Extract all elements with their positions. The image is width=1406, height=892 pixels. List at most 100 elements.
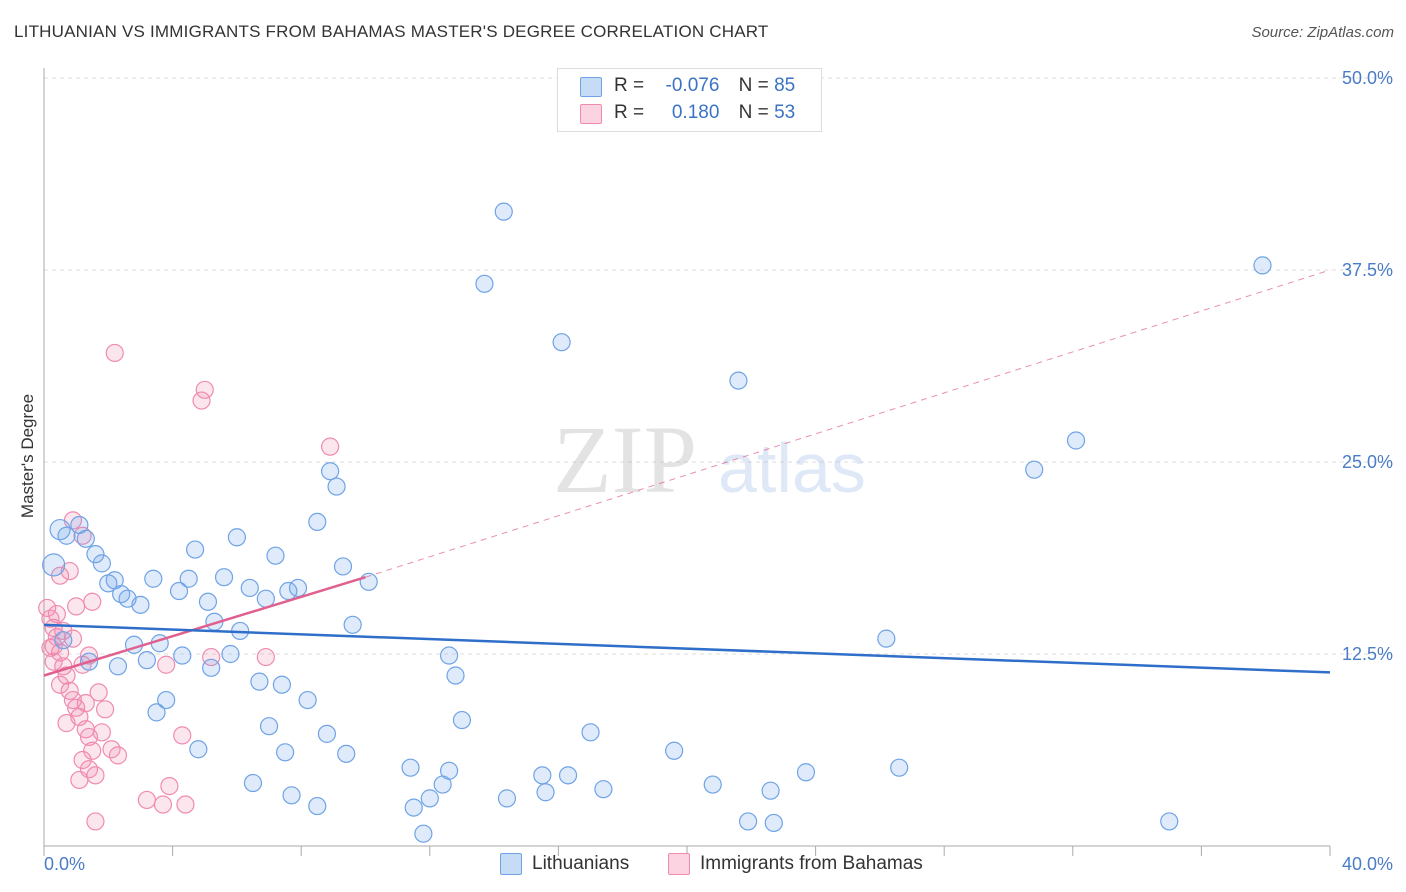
bahamas-point	[173, 726, 192, 745]
lithuanian-point	[558, 766, 578, 785]
y-tick-label: 25.0%	[1342, 452, 1393, 472]
bahamas-point	[60, 561, 79, 581]
lithuanian-point	[333, 557, 353, 576]
lithuanian-point	[42, 553, 66, 577]
bahamas-point	[44, 652, 63, 671]
lithuanian-point	[298, 690, 317, 710]
bahamas-point	[57, 666, 76, 685]
lithuanian-point	[1160, 812, 1179, 831]
bottom-legend-swatch-pink	[668, 853, 690, 875]
lithuanian-point	[131, 595, 150, 614]
lithuanian-point	[308, 796, 327, 816]
tick-labels: 12.5% 25.0% 37.5% 50.0% 0.0% 40.0%	[44, 68, 1393, 874]
lithuanians-trend-line	[43, 623, 1331, 674]
bahamas-point	[202, 647, 221, 667]
lithuanian-point	[404, 798, 423, 817]
lithuanian-point	[179, 569, 198, 588]
bahamas-point	[157, 655, 176, 674]
lithuanian-point	[317, 724, 337, 743]
lithuanian-point	[552, 333, 571, 352]
lithuanian-point	[54, 631, 73, 650]
legend-n-label: N =	[738, 75, 769, 96]
lithuanian-point	[321, 462, 340, 481]
bahamas-point	[176, 795, 195, 814]
series-lithuanians-points	[42, 202, 1272, 843]
bottom-legend-label: Lithuanians	[532, 853, 630, 874]
lithuanian-point	[594, 780, 613, 799]
lithuanian-point	[108, 657, 128, 676]
bahamas-point	[108, 746, 128, 765]
lithuanian-point	[157, 690, 176, 710]
lithuanian-point	[439, 761, 459, 780]
chart-title: LITHUANIAN VS IMMIGRANTS FROM BAHAMAS MA…	[14, 22, 769, 41]
x-tick-label: 0.0%	[44, 854, 85, 874]
lithuanian-point	[761, 781, 780, 800]
x-tick-label: 40.0%	[1342, 854, 1393, 874]
y-axis-label: Master's Degree	[18, 394, 37, 518]
y-tick-label: 50.0%	[1342, 68, 1393, 88]
legend-r-value: -0.076	[665, 75, 720, 96]
legend-n-value: 85	[774, 75, 796, 96]
watermark: ZIP atlas	[553, 406, 866, 513]
bahamas-point	[105, 343, 124, 363]
bahamas-trend-extension	[365, 269, 1331, 578]
lithuanian-point	[266, 546, 285, 565]
bahamas-point	[57, 714, 76, 733]
lithuanian-point	[494, 202, 513, 221]
bahamas-point	[76, 694, 95, 713]
grid-layer	[44, 77, 1392, 655]
lithuanian-point	[420, 789, 439, 808]
bahamas-point	[89, 683, 108, 702]
bahamas-point	[160, 776, 179, 796]
lithuanian-point	[221, 644, 240, 664]
lithuanian-point	[240, 578, 259, 598]
lithuanian-point	[76, 529, 95, 548]
lithuanian-point	[796, 763, 816, 782]
bahamas-point	[86, 812, 105, 831]
lithuanian-point	[173, 646, 192, 665]
lithuanian-point	[243, 773, 263, 793]
lithuanian-point	[497, 789, 517, 808]
bahamas-point	[195, 380, 214, 399]
lithuanian-point	[533, 766, 552, 785]
bahamas-point	[86, 766, 105, 785]
bahamas-point	[73, 750, 92, 770]
lithuanian-point	[729, 371, 748, 390]
legend-r-label: R =	[614, 75, 645, 96]
lithuanian-point	[169, 581, 189, 601]
bahamas-point	[321, 437, 340, 456]
trend-layer	[43, 269, 1331, 677]
lithuanian-point	[147, 703, 166, 722]
watermark-atlas: atlas	[718, 429, 866, 507]
lithuanian-point	[259, 717, 279, 736]
lithuanian-point	[414, 824, 433, 843]
lithuanian-point	[214, 568, 234, 587]
lithuanian-point	[86, 545, 105, 564]
lithuanian-point	[250, 672, 269, 691]
lithuanian-point	[327, 477, 346, 496]
bahamas-point	[153, 795, 173, 814]
lithuanian-point	[343, 615, 362, 634]
bahamas-point	[70, 770, 89, 790]
lithuanian-point	[439, 646, 459, 665]
legend-r-value: 0.180	[671, 102, 720, 123]
lithuanian-point	[1253, 256, 1272, 275]
lithuanian-point	[227, 528, 246, 547]
bottom-legend-swatch-blue	[500, 853, 522, 875]
lithuanian-point	[308, 512, 327, 532]
lithuanian-point	[57, 526, 76, 545]
lithuanian-point	[337, 744, 356, 763]
legend-n-label: N =	[738, 102, 769, 123]
bahamas-point	[92, 723, 111, 742]
bahamas-point	[192, 391, 211, 410]
axes-layer	[43, 68, 1331, 856]
lithuanian-point	[276, 743, 295, 762]
bahamas-point	[50, 675, 70, 694]
lithuanian-point	[581, 723, 600, 742]
y-tick-label: 37.5%	[1342, 260, 1393, 280]
lithuanian-point	[137, 651, 156, 670]
lithuanian-point	[877, 629, 896, 648]
lithuanian-point	[475, 274, 494, 293]
y-tick-label: 12.5%	[1342, 644, 1393, 664]
legend-r-label: R =	[614, 102, 645, 123]
